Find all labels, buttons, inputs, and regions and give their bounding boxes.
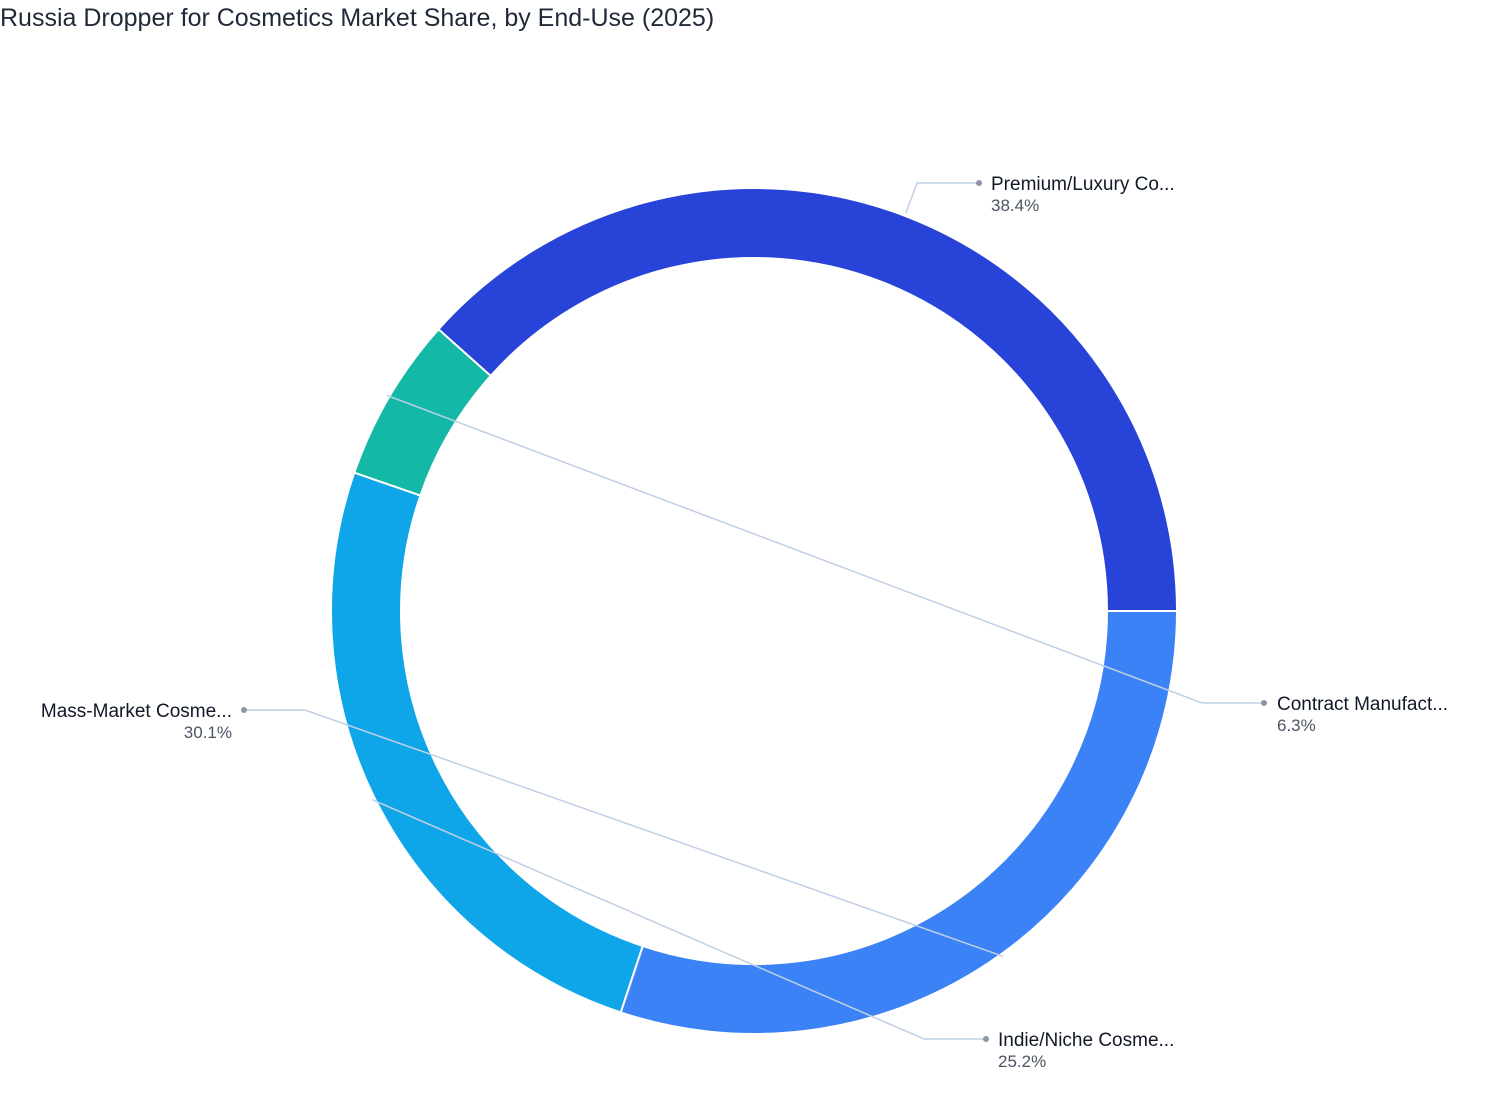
leader-dot-mass-market-cosme	[241, 707, 247, 713]
leader-line-indie-niche-cosme	[371, 798, 986, 1040]
slice-value-premium-luxury-co: 38.4%	[991, 196, 1039, 215]
leader-dot-premium-luxury-co	[976, 180, 982, 186]
slice-premium-luxury-co[interactable]	[437, 187, 1179, 612]
leader-dot-indie-niche-cosme	[983, 1036, 989, 1042]
slice-label-mass-market-cosme: Mass-Market Cosme...	[41, 701, 232, 722]
leader-line-mass-market-cosme	[244, 709, 1004, 958]
leader-line-contract-manufact	[386, 394, 1264, 704]
chart-title: Russia Dropper for Cosmetics Market Shar…	[0, 4, 715, 32]
slice-label-contract-manufact: Contract Manufact...	[1277, 694, 1448, 715]
leader-line-premium-luxury-co	[905, 182, 979, 214]
leader-dot-contract-manufact	[1261, 700, 1267, 706]
slice-value-indie-niche-cosme: 25.2%	[998, 1052, 1046, 1071]
slice-value-contract-manufact: 6.3%	[1277, 716, 1316, 735]
slice-label-indie-niche-cosme: Indie/Niche Cosme...	[998, 1030, 1174, 1051]
slice-mass-market-cosme[interactable]	[619, 610, 1179, 1036]
slice-value-mass-market-cosme: 30.1%	[184, 723, 232, 742]
slice-indie-niche-cosme[interactable]	[330, 471, 645, 1014]
slice-label-premium-luxury-co: Premium/Luxury Co...	[991, 174, 1175, 195]
